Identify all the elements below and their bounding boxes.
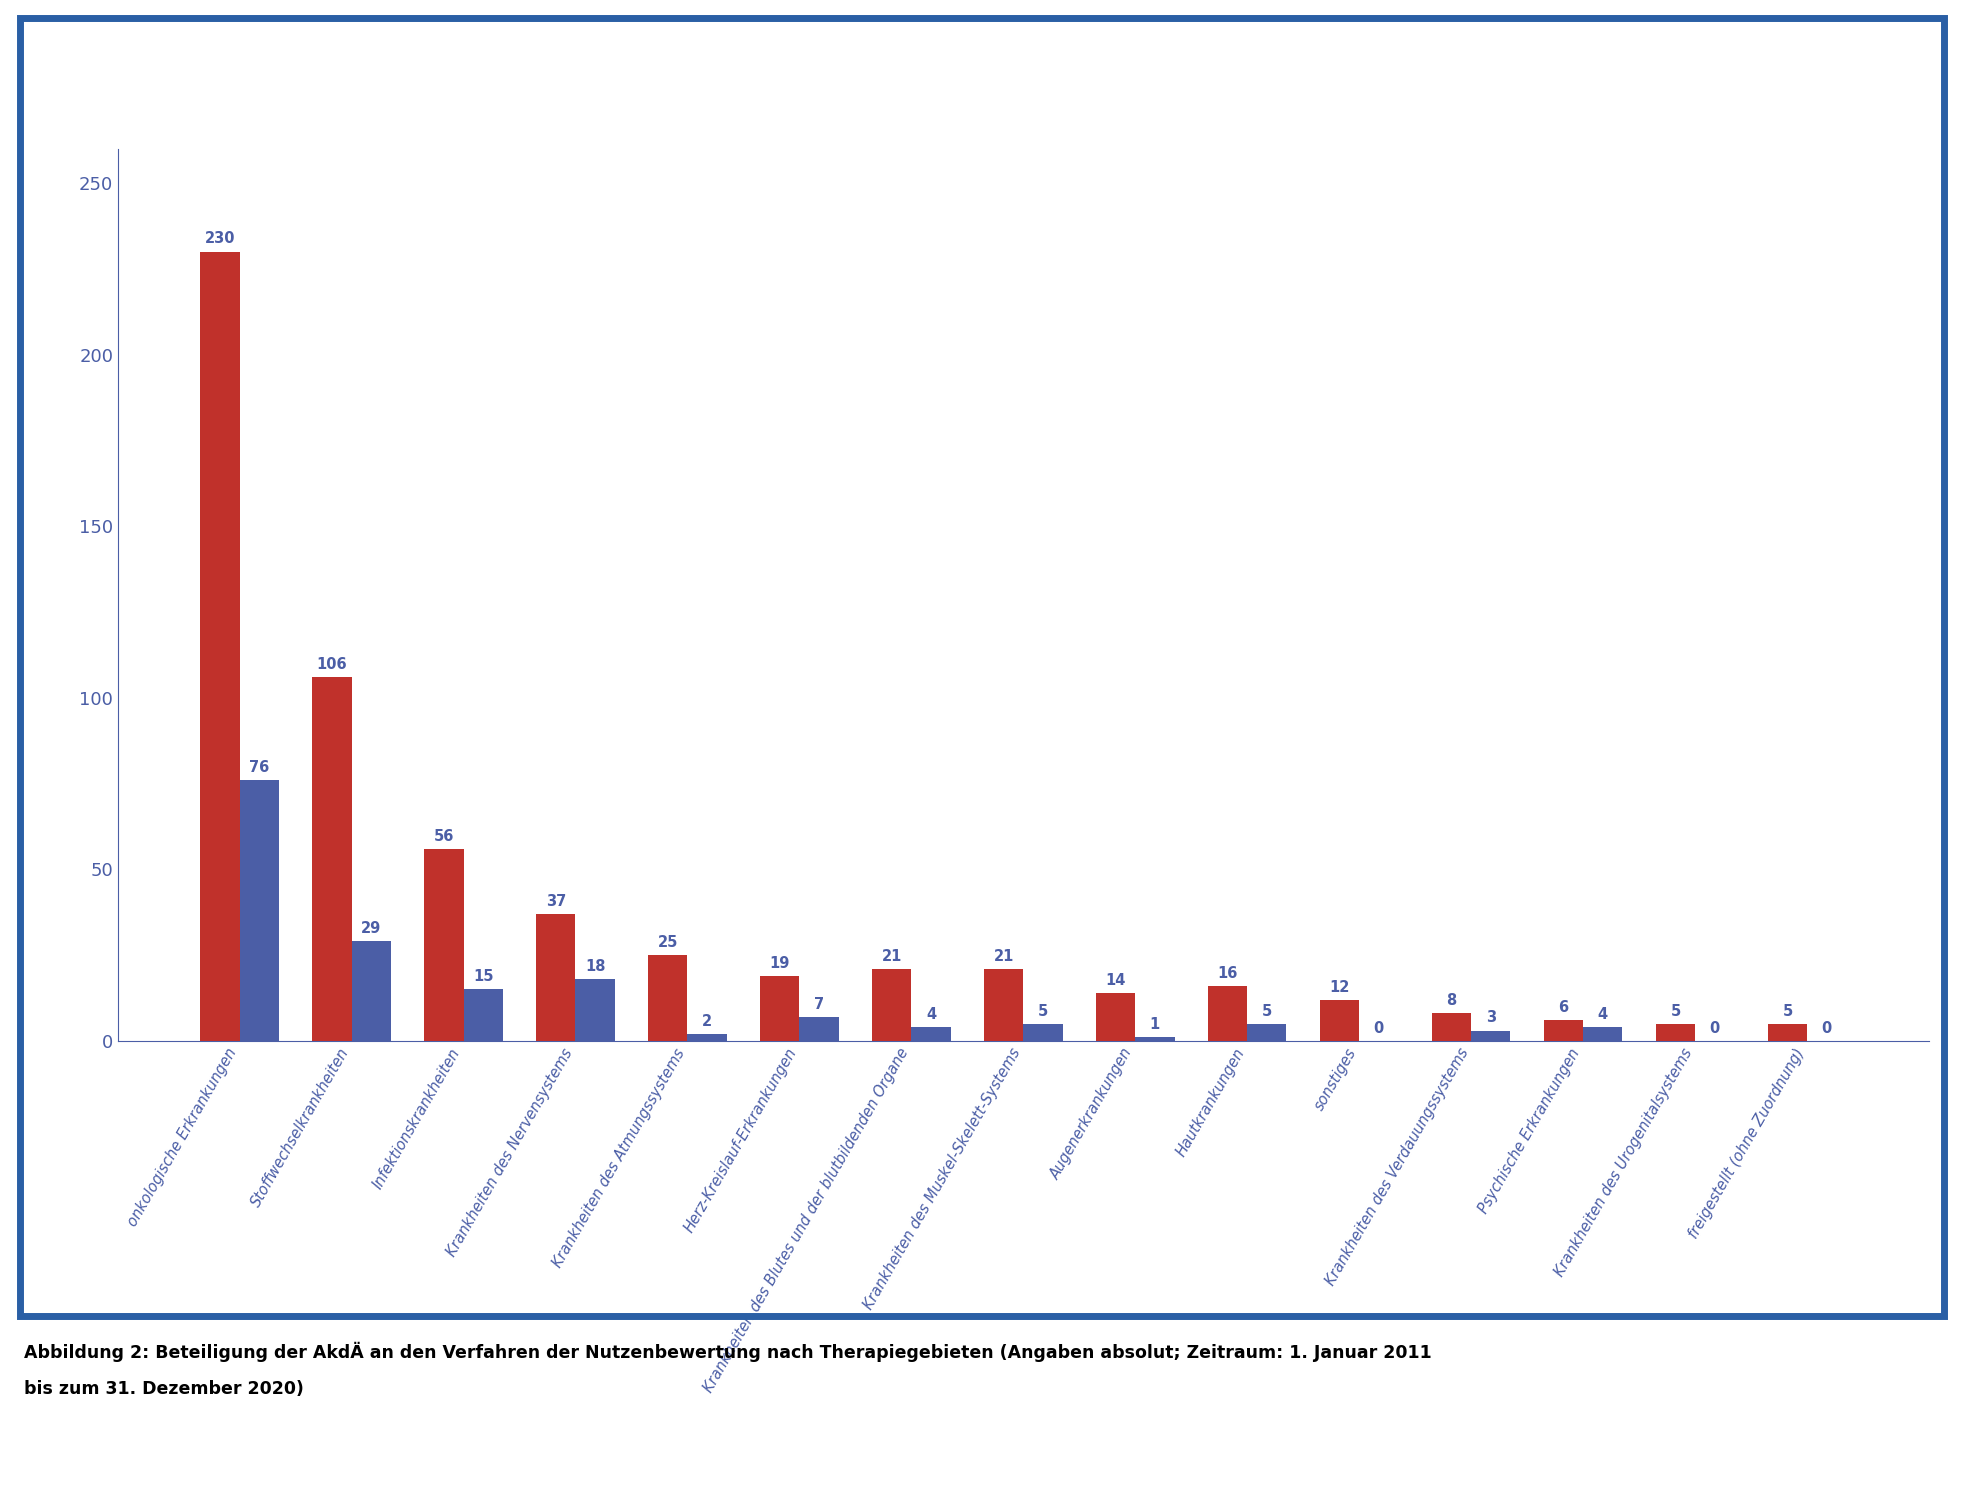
Text: 0: 0 bbox=[1822, 1020, 1832, 1036]
Text: 21: 21 bbox=[882, 949, 901, 964]
Text: 37: 37 bbox=[545, 894, 567, 909]
Bar bbox=[1767, 1023, 1807, 1041]
Text: 56: 56 bbox=[433, 828, 455, 843]
Text: 7: 7 bbox=[815, 996, 825, 1011]
Text: 16: 16 bbox=[1218, 967, 1238, 981]
Bar bbox=[1136, 1038, 1175, 1041]
Text: 5: 5 bbox=[1261, 1004, 1271, 1019]
Bar bbox=[799, 1017, 838, 1041]
Bar bbox=[1321, 999, 1360, 1041]
Bar bbox=[1545, 1020, 1582, 1041]
Bar bbox=[1433, 1014, 1472, 1041]
Bar bbox=[647, 955, 687, 1041]
Text: 0: 0 bbox=[1374, 1020, 1384, 1036]
Bar bbox=[537, 915, 575, 1041]
Bar bbox=[425, 849, 464, 1041]
Bar bbox=[984, 970, 1023, 1041]
Bar bbox=[464, 989, 502, 1041]
Bar bbox=[201, 251, 240, 1041]
Bar bbox=[1023, 1023, 1063, 1041]
Text: 0: 0 bbox=[1710, 1020, 1720, 1036]
Text: 3: 3 bbox=[1486, 1011, 1496, 1026]
Bar bbox=[1096, 993, 1136, 1041]
Bar bbox=[575, 978, 614, 1041]
Bar bbox=[687, 1033, 726, 1041]
Bar bbox=[352, 941, 392, 1041]
Bar bbox=[1248, 1023, 1287, 1041]
Bar bbox=[872, 970, 911, 1041]
Text: 106: 106 bbox=[317, 657, 346, 672]
Bar bbox=[1208, 986, 1248, 1041]
Text: bis zum 31. Dezember 2020): bis zum 31. Dezember 2020) bbox=[24, 1380, 303, 1398]
Text: 12: 12 bbox=[1330, 980, 1350, 995]
Bar bbox=[1582, 1028, 1622, 1041]
Text: Abbildung 2: Beteiligung der AkdÄ an den Verfahren der Nutzenbewertung nach Ther: Abbildung 2: Beteiligung der AkdÄ an den… bbox=[24, 1341, 1431, 1362]
Text: 19: 19 bbox=[769, 956, 789, 971]
Text: 18: 18 bbox=[584, 959, 606, 974]
Text: 29: 29 bbox=[360, 922, 382, 937]
Text: 5: 5 bbox=[1783, 1004, 1793, 1019]
Text: 14: 14 bbox=[1106, 972, 1126, 987]
Text: 1: 1 bbox=[1149, 1017, 1159, 1032]
Text: 4: 4 bbox=[1598, 1007, 1608, 1022]
Bar bbox=[911, 1028, 951, 1041]
Bar bbox=[240, 781, 279, 1041]
Text: 25: 25 bbox=[657, 935, 679, 950]
Text: 5: 5 bbox=[1037, 1004, 1049, 1019]
Bar bbox=[760, 975, 799, 1041]
Text: 5: 5 bbox=[1671, 1004, 1681, 1019]
Bar bbox=[1472, 1030, 1509, 1041]
Bar bbox=[313, 677, 352, 1041]
Bar bbox=[1655, 1023, 1694, 1041]
Text: 15: 15 bbox=[472, 970, 494, 984]
Text: 6: 6 bbox=[1559, 1001, 1568, 1016]
Text: 230: 230 bbox=[205, 232, 236, 247]
Text: 8: 8 bbox=[1446, 993, 1456, 1008]
Text: 21: 21 bbox=[994, 949, 1014, 964]
Text: 76: 76 bbox=[250, 760, 270, 775]
Text: 4: 4 bbox=[925, 1007, 937, 1022]
Text: 2: 2 bbox=[703, 1014, 712, 1029]
